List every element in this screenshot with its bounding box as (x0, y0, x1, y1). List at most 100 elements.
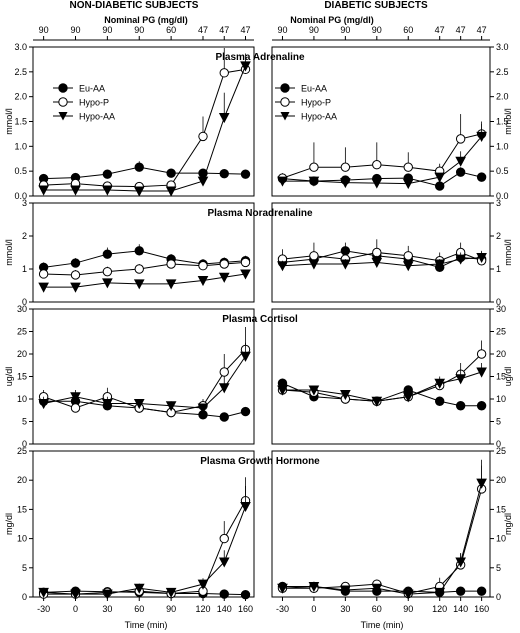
y-axis-label: mg/dl (503, 513, 513, 535)
y-tick-label: 2.5 (496, 67, 509, 77)
y-tick-label: 20 (496, 475, 506, 485)
data-point-hypo-aa (218, 113, 230, 124)
data-point-hypo-aa (402, 589, 414, 600)
data-point-hypo-aa (455, 557, 466, 568)
data-point-eu-aa (476, 172, 487, 182)
x-tick-label: 120 (432, 604, 447, 614)
series-line-hypo-p (282, 133, 482, 179)
nominal-tick-label: 90 (134, 25, 144, 35)
y-axis-label: mmol/l (503, 239, 513, 266)
data-point-hypo-p (240, 257, 251, 268)
nominal-tick-label: 90 (39, 25, 49, 35)
series-line-hypo-aa (43, 506, 246, 595)
y-axis-label: mmol/l (4, 239, 14, 266)
y-tick-label: 25 (17, 446, 27, 456)
data-point-eu-aa (134, 162, 144, 172)
data-point-hypo-aa (240, 61, 251, 72)
data-point-hypo-aa (102, 185, 113, 196)
data-point-hypo-aa (371, 257, 383, 268)
x-tick-label: 30 (102, 604, 112, 614)
x-tick-label: 90 (166, 604, 176, 614)
nominal-tick-label: 90 (309, 25, 319, 35)
x-tick-label: 60 (134, 604, 144, 614)
panel-title: Plasma Noradrenaline (207, 208, 312, 219)
x-tick-label: 140 (453, 604, 468, 614)
data-point-hypo-p (70, 403, 81, 413)
data-point-hypo-p (403, 162, 413, 172)
y-tick-label: 0 (496, 297, 501, 307)
data-point-eu-aa (102, 169, 113, 179)
data-point-hypo-p (38, 269, 49, 279)
y-tick-label: 20 (17, 349, 27, 359)
data-point-hypo-aa (371, 583, 383, 594)
data-point-hypo-p (455, 134, 466, 144)
y-tick-label: 1 (22, 264, 27, 274)
legend-label: Eu-AA (301, 84, 327, 94)
y-tick-label: 2.0 (14, 92, 27, 102)
data-point-hypo-aa (308, 385, 320, 396)
data-point-hypo-p (198, 261, 208, 271)
y-tick-label: 10 (496, 534, 506, 544)
data-point-hypo-aa (455, 374, 466, 385)
data-point-hypo-aa (133, 279, 145, 290)
data-point-hypo-aa (371, 396, 383, 407)
data-point-eu-aa (70, 258, 81, 268)
series-line-hypo-aa (282, 256, 482, 267)
y-tick-label: 0.5 (14, 166, 27, 176)
nominal-tick-label: 47 (477, 25, 487, 35)
y-tick-label: 30 (17, 304, 27, 314)
data-point-hypo-p (403, 251, 413, 261)
series-line-hypo-p (43, 500, 246, 595)
data-point-hypo-aa (476, 252, 487, 264)
data-point-hypo-aa (197, 276, 209, 287)
x-tick-label: 160 (474, 604, 489, 614)
y-axis-label: mmol/l (503, 108, 513, 135)
data-point-hypo-aa (240, 351, 251, 362)
legend-marker (58, 83, 68, 93)
data-point-hypo-p (198, 131, 208, 142)
data-point-hypo-aa (340, 259, 351, 270)
x-tick-label: 120 (195, 604, 210, 614)
series-line-hypo-p (282, 488, 483, 595)
y-tick-label: 0 (22, 439, 27, 449)
data-point-eu-aa (434, 181, 445, 191)
nominal-tick-label: 47 (198, 25, 208, 35)
data-point-hypo-aa (434, 378, 446, 389)
data-point-hypo-aa (197, 403, 209, 414)
y-tick-label: 10 (496, 394, 506, 404)
data-point-hypo-aa (165, 401, 177, 412)
panel-1-1: 0 1 2 3 mmol/l (271, 198, 513, 307)
x-tick-label: 60 (372, 604, 382, 614)
data-point-hypo-aa (434, 587, 446, 598)
panel-1-3: 0 5 10 15 20 25 mg/dl (271, 446, 513, 602)
y-tick-label: 15 (496, 372, 506, 382)
legend-label: Hypo-P (301, 98, 331, 108)
plot-frame (32, 202, 255, 303)
data-point-hypo-aa (340, 178, 351, 189)
data-point-hypo-aa (102, 399, 113, 410)
data-point-hypo-aa (197, 176, 209, 187)
data-point-hypo-aa (165, 186, 177, 197)
plot-frame (271, 450, 491, 598)
data-point-eu-aa (240, 406, 251, 417)
data-point-hypo-aa (240, 501, 251, 513)
series-line-hypo-aa (43, 273, 246, 288)
y-tick-label: 15 (17, 504, 27, 514)
y-tick-label: 1 (496, 264, 501, 274)
left-nominal-label: Nominal PG (mg/dl) (104, 15, 188, 25)
panel-1-2: 0 5 10 15 20 25 30 ug/dl (271, 304, 513, 449)
y-tick-label: 15 (17, 372, 27, 382)
y-tick-label: 25 (496, 446, 506, 456)
plot-frame (271, 202, 491, 303)
x-tick-label: -30 (276, 604, 289, 614)
data-point-hypo-aa (455, 254, 466, 265)
y-tick-label: 3.0 (496, 42, 509, 52)
x-tick-label: 30 (340, 604, 350, 614)
x-tick-label: 160 (238, 604, 253, 614)
data-point-hypo-aa (277, 261, 288, 272)
data-point-hypo-aa (308, 259, 320, 270)
data-point-hypo-p (102, 266, 113, 277)
data-point-eu-aa (476, 401, 487, 411)
series-line-hypo-aa (282, 482, 483, 595)
